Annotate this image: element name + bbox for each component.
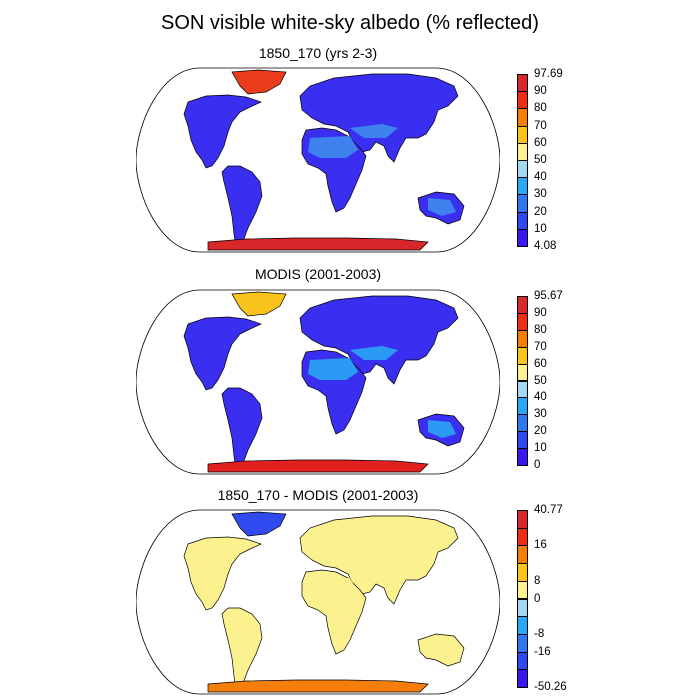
colorbar-tick-label: 80 <box>534 323 547 336</box>
colorbar-swatch <box>517 312 528 331</box>
colorbar-tick-label: 0 <box>534 592 541 605</box>
colorbar-swatch <box>517 177 528 196</box>
map-border <box>136 509 500 695</box>
colorbar-swatch <box>517 669 528 688</box>
figure-title: SON visible white-sky albedo (% reflecte… <box>161 12 539 34</box>
colorbar-tick-label: 40 <box>534 171 547 184</box>
colorbar-tick-label: 70 <box>534 340 547 353</box>
colorbar-swatch <box>517 598 528 618</box>
colorbar-swatch <box>517 296 528 314</box>
colorbar-tick-label: 90 <box>534 306 547 319</box>
arid-region-3 <box>428 420 456 438</box>
map-border <box>136 289 500 475</box>
colorbar-swatch <box>517 363 528 382</box>
colorbar-swatch <box>517 510 528 529</box>
colorbar-tick-label: 16 <box>534 539 547 552</box>
colorbar-swatch <box>517 563 528 582</box>
colorbar-swatch <box>517 448 528 466</box>
colorbar-tick-label: 20 <box>534 425 547 438</box>
greenland-landmass <box>231 69 287 95</box>
colorbar-1850 <box>517 74 528 247</box>
eurasia-landmass <box>299 295 459 385</box>
greenland-landmass <box>231 511 287 537</box>
colorbar-tick-label: 20 <box>534 205 547 218</box>
colorbar-swatch <box>517 211 528 230</box>
colorbar-swatch <box>517 545 528 565</box>
map-border <box>136 67 500 253</box>
antarctica-landmass <box>207 459 429 473</box>
colorbar-swatch <box>517 380 528 399</box>
eurasia-landmass <box>299 515 459 605</box>
arid-region-2 <box>350 566 398 580</box>
colorbar-swatch <box>517 616 528 635</box>
colorbar-tick-label: 30 <box>534 188 547 201</box>
colorbar-swatch <box>517 527 528 547</box>
colorbar-tick-label: 10 <box>534 222 547 235</box>
colorbar-tick-label: 50 <box>534 154 547 166</box>
panel-title-1850: 1850_170 (yrs 2-3) <box>258 45 378 61</box>
colorbar-swatch <box>517 397 528 416</box>
colorbar-modis <box>517 296 528 466</box>
colorbar-tick-label: 40.77 <box>534 504 563 516</box>
colorbar-swatch <box>517 633 528 653</box>
colorbar-difference <box>517 510 528 688</box>
north-america-landmass <box>183 316 262 391</box>
colorbar-tick-label: 90 <box>534 85 547 98</box>
colorbar-swatch <box>517 142 528 161</box>
arid-region-3 <box>428 640 456 658</box>
colorbar-tick-label: -16 <box>534 645 551 658</box>
map-modis <box>136 289 500 475</box>
colorbar-tick-label: 97.69 <box>534 68 563 80</box>
colorbar-tick-label: -8 <box>534 627 545 640</box>
antarctica-landmass <box>207 679 429 693</box>
greenland-landmass <box>231 291 287 317</box>
colorbar-swatch <box>517 431 528 450</box>
colorbar-swatch <box>517 74 528 93</box>
colorbar-swatch <box>517 194 528 213</box>
arid-region-2 <box>350 346 398 360</box>
map-1850 <box>136 67 500 253</box>
colorbar-tick-label: -50.26 <box>534 681 567 693</box>
colorbar-swatch <box>517 125 528 144</box>
panel-title-modis: MODIS (2001-2003) <box>254 266 382 282</box>
colorbar-swatch <box>517 91 528 110</box>
colorbar-tick-label: 8 <box>534 574 541 587</box>
eurasia-landmass <box>299 73 459 163</box>
colorbar-tick-label: 40 <box>534 391 547 404</box>
panel-title-difference: 1850_170 - MODIS (2001-2003) <box>217 487 419 503</box>
colorbar-swatch <box>517 580 528 600</box>
arid-region-3 <box>428 198 456 216</box>
arid-region-1 <box>308 358 358 380</box>
colorbar-swatch <box>517 346 528 365</box>
antarctica-landmass <box>207 237 429 251</box>
colorbar-tick-label: 4.08 <box>534 240 557 252</box>
colorbar-tick-label: 30 <box>534 408 547 421</box>
north-america-landmass <box>183 536 262 611</box>
north-america-landmass <box>183 94 262 169</box>
colorbar-swatch <box>517 228 528 247</box>
colorbar-swatch <box>517 329 528 348</box>
colorbar-tick-label: 60 <box>534 136 547 149</box>
colorbar-swatch <box>517 651 528 671</box>
arid-region-1 <box>308 578 358 600</box>
colorbar-tick-label: 60 <box>534 357 547 370</box>
colorbar-swatch <box>517 414 528 433</box>
arid-region-1 <box>308 136 358 158</box>
colorbar-tick-label: 10 <box>534 442 547 455</box>
colorbar-swatch <box>517 108 528 127</box>
colorbar-tick-label: 50 <box>534 374 547 387</box>
colorbar-tick-label: 80 <box>534 102 547 115</box>
colorbar-tick-label: 70 <box>534 119 547 132</box>
arid-region-2 <box>350 124 398 138</box>
colorbar-tick-label: 95.67 <box>534 290 563 302</box>
map-difference <box>136 509 500 695</box>
colorbar-swatch <box>517 160 528 179</box>
colorbar-tick-label: 0 <box>534 459 541 471</box>
